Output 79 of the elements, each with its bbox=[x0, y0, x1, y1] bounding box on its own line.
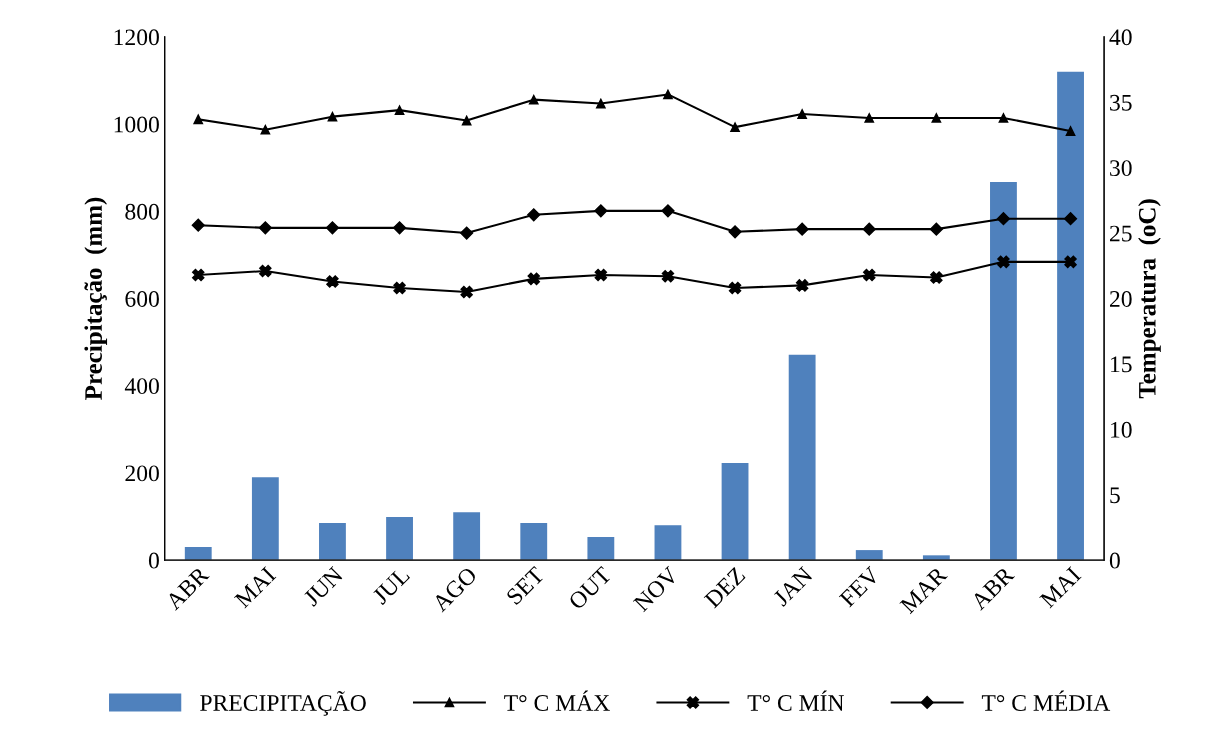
point bbox=[864, 113, 875, 123]
x-tick-label: JUL bbox=[371, 566, 411, 606]
bar bbox=[855, 550, 883, 561]
y2-tick-label: 10 bbox=[1111, 421, 1132, 438]
y-tick-label: 200 bbox=[125, 465, 159, 482]
y-tick-label: 800 bbox=[125, 203, 159, 220]
point bbox=[862, 268, 876, 282]
legend-label: PRECIPITAÇÃO bbox=[200, 691, 366, 716]
point bbox=[528, 94, 539, 105]
point bbox=[325, 221, 340, 235]
y2-tick-label: 20 bbox=[1110, 290, 1132, 307]
bar bbox=[1057, 71, 1084, 561]
point bbox=[259, 264, 272, 278]
bar bbox=[319, 523, 346, 561]
point bbox=[1063, 212, 1078, 226]
point bbox=[393, 281, 406, 295]
point bbox=[929, 222, 943, 236]
bar bbox=[184, 547, 212, 561]
bar bbox=[721, 462, 749, 561]
legend-label: T° C MÁX bbox=[504, 690, 610, 711]
point bbox=[1064, 255, 1077, 269]
point bbox=[663, 89, 673, 100]
legend-label: T° C MÉDIA bbox=[981, 690, 1111, 711]
bar bbox=[788, 354, 816, 561]
y-tick-label: 0 bbox=[148, 552, 159, 569]
point bbox=[795, 279, 809, 292]
bar bbox=[386, 516, 413, 561]
point bbox=[661, 204, 675, 218]
y2-axis-title: Temperatura (oC) bbox=[1138, 199, 1161, 399]
point bbox=[191, 268, 205, 282]
x-tick-label: SET bbox=[505, 565, 546, 606]
bar bbox=[453, 512, 481, 561]
point bbox=[1065, 126, 1076, 136]
y-tick-label: 400 bbox=[124, 378, 159, 395]
point bbox=[931, 113, 942, 123]
bar bbox=[654, 525, 682, 561]
bar bbox=[251, 477, 279, 561]
point bbox=[527, 208, 541, 222]
point bbox=[594, 204, 608, 218]
point bbox=[997, 255, 1010, 269]
y2-tick-label: 35 bbox=[1110, 94, 1132, 111]
point bbox=[527, 272, 541, 286]
bar bbox=[520, 523, 548, 561]
point bbox=[795, 222, 809, 236]
point bbox=[260, 124, 271, 135]
point bbox=[930, 271, 943, 284]
y2-tick-label: 0 bbox=[1109, 552, 1120, 569]
point bbox=[862, 222, 876, 236]
point bbox=[996, 212, 1011, 226]
legend-label: T° C MÍN bbox=[747, 690, 844, 711]
point bbox=[730, 122, 740, 132]
point bbox=[460, 226, 474, 240]
y2-tick-label: 15 bbox=[1111, 356, 1132, 373]
y-axis-title: Precipitação (mm) bbox=[84, 197, 108, 400]
point bbox=[595, 98, 606, 109]
point bbox=[460, 285, 473, 299]
bar bbox=[990, 182, 1017, 561]
point bbox=[193, 114, 204, 125]
y-tick-label: 1200 bbox=[114, 29, 159, 46]
point bbox=[797, 109, 808, 119]
y-tick-label: 600 bbox=[125, 290, 159, 307]
point bbox=[392, 221, 407, 235]
point bbox=[258, 221, 272, 235]
point bbox=[998, 113, 1009, 123]
y2-tick-label: 25 bbox=[1110, 225, 1132, 242]
point bbox=[661, 269, 675, 283]
point bbox=[728, 281, 742, 295]
point bbox=[327, 111, 338, 122]
y-tick-label: 1000 bbox=[114, 116, 159, 133]
y2-tick-label: 30 bbox=[1110, 160, 1132, 177]
point bbox=[461, 115, 472, 126]
point bbox=[191, 218, 205, 232]
point bbox=[594, 268, 608, 282]
bar bbox=[587, 537, 615, 561]
point bbox=[326, 275, 339, 288]
y2-tick-label: 5 bbox=[1110, 487, 1120, 504]
point bbox=[728, 225, 742, 239]
y2-tick-label: 40 bbox=[1109, 29, 1132, 46]
point bbox=[394, 105, 405, 115]
